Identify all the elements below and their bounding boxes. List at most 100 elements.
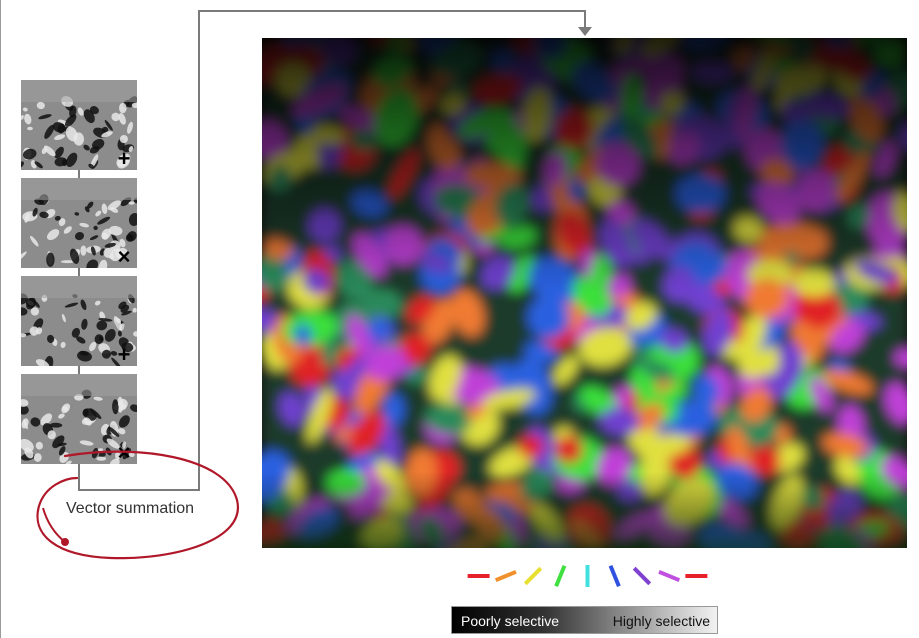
thumbnail-texture-blob xyxy=(111,112,120,122)
thumbnail-texture-blob xyxy=(98,317,113,322)
connector-line xyxy=(78,170,80,178)
thumbnail-texture-blob xyxy=(22,107,28,112)
thumbnail-texture-blob xyxy=(25,298,36,308)
thumbnail-texture-blob xyxy=(21,438,34,452)
thumbnail-texture-blob xyxy=(76,336,86,344)
thumbnail-texture-blob xyxy=(34,161,43,169)
thumbnail-texture-blob xyxy=(61,403,71,414)
thumbnail-texture-blob xyxy=(80,245,87,256)
thumbnail-texture-blob xyxy=(97,216,111,225)
thumbnail-texture-blob xyxy=(30,307,40,316)
thumbnail-texture-blob xyxy=(30,235,39,247)
thumbnail-texture-blob xyxy=(21,404,29,415)
response-map-thumbnail-1: + xyxy=(21,80,137,170)
thumbnail-texture-blob xyxy=(58,413,65,419)
thumbnail-texture-blob xyxy=(128,146,134,152)
thumbnail-texture-blob xyxy=(128,451,135,458)
thumbnail-texture-blob xyxy=(46,334,55,343)
thumbnail-texture-blob xyxy=(86,259,99,268)
thumbnail-texture-blob xyxy=(116,318,121,324)
selectivity-scale-bar: Poorly selective Highly selective xyxy=(451,606,718,634)
thumbnail-texture-blob xyxy=(39,211,49,219)
thumbnail-texture-blob xyxy=(40,413,53,426)
thumbnail-texture-blob xyxy=(128,201,135,205)
connector-line xyxy=(198,10,586,12)
thumbnail-texture-blob xyxy=(21,333,27,338)
thumbnail-texture-blob xyxy=(63,226,72,234)
thumbnail-texture-blob xyxy=(36,101,45,110)
thumbnail-texture-blob xyxy=(90,154,99,168)
thumbnail-texture-blob xyxy=(101,203,108,215)
orientation-color-legend xyxy=(467,565,708,587)
thumbnail-texture-blob xyxy=(54,215,61,221)
thumbnail-texture-blob xyxy=(58,218,66,227)
thumbnail-texture-blob xyxy=(119,323,125,331)
orientation-legend-tick xyxy=(658,569,681,583)
thumbnail-texture-blob xyxy=(34,198,44,205)
thumbnail-texture-blob xyxy=(30,417,41,427)
thumbnail-texture-blob xyxy=(125,233,134,242)
thumbnail-texture-blob xyxy=(109,458,120,464)
thumbnail-texture-blob xyxy=(108,225,123,236)
thumbnail-texture-blob xyxy=(117,330,122,337)
thumbnail-texture-blob xyxy=(64,302,79,308)
thumbnail-texture-blob xyxy=(110,207,119,213)
thumbnail-texture-blob xyxy=(112,399,119,415)
thumbnail-texture-blob xyxy=(118,301,127,310)
response-map-thumbnail-3: + xyxy=(21,276,137,366)
thumbnail-texture-blob xyxy=(104,120,113,131)
connector-line xyxy=(78,464,80,490)
thumbnail-texture-blob xyxy=(122,441,127,449)
thumbnail-texture-blob xyxy=(108,426,120,437)
scale-low-label: Poorly selective xyxy=(461,613,560,629)
thumbnail-texture-blob xyxy=(38,114,52,120)
thumbnail-texture-blob xyxy=(57,123,65,134)
thumbnail-texture-blob xyxy=(127,121,133,134)
thumbnail-texture-blob xyxy=(94,300,101,306)
thumbnail-texture-blob xyxy=(21,161,24,168)
thumbnail-texture-blob xyxy=(128,213,137,226)
thumbnail-texture-blob xyxy=(35,359,50,366)
thumbnail-texture-blob xyxy=(111,357,122,366)
thumbnail-texture-blob xyxy=(108,254,115,260)
thumbnail-texture-blob xyxy=(115,451,121,461)
response-map-thumbnail-4: × xyxy=(21,374,137,464)
arrow-down-icon xyxy=(578,27,592,36)
thumbnail-texture-blob xyxy=(118,415,130,428)
thumbnail-texture-blob xyxy=(21,251,27,262)
thumbnail-texture-blob xyxy=(41,147,48,155)
thumbnail-texture-blob xyxy=(47,430,56,440)
response-map-thumbnail-2: × xyxy=(21,178,137,268)
thumbnail-texture-blob xyxy=(119,102,127,114)
orientation-legend-tick xyxy=(608,565,621,587)
orientation-map-canvas xyxy=(262,38,907,548)
thumbnail-texture-blob xyxy=(58,446,66,456)
thumbnail-texture-blob xyxy=(83,144,90,151)
thumbnail-texture-blob xyxy=(24,113,32,125)
thumbnail-texture-blob xyxy=(133,331,137,337)
thumbnail-texture-blob xyxy=(118,113,126,125)
thumbnail-texture-blob xyxy=(130,404,137,413)
thumbnail-texture-blob xyxy=(46,229,60,241)
thumbnail-texture-blob xyxy=(77,350,92,362)
thumbnail-texture-blob xyxy=(119,238,126,248)
thumbnail-texture-blob xyxy=(89,341,97,352)
thumbnail-texture-blob xyxy=(35,441,43,450)
stimulus-orientation-icon: + xyxy=(117,146,131,170)
connector-line xyxy=(78,268,80,276)
thumbnail-texture-blob xyxy=(101,126,109,133)
thumbnail-texture-blob xyxy=(88,163,95,169)
thumbnail-texture-blob xyxy=(83,109,95,124)
thumbnail-texture-blob xyxy=(77,107,84,116)
thumbnail-texture-blob xyxy=(87,201,94,209)
thumbnail-texture-blob xyxy=(71,327,81,338)
thumbnail-texture-blob xyxy=(29,326,39,336)
thumbnail-texture-blob xyxy=(121,310,132,316)
thumbnail-texture-blob xyxy=(117,398,128,409)
thumbnail-texture-blob xyxy=(21,307,28,316)
thumbnail-texture-blob xyxy=(93,396,103,401)
thumbnail-texture-blob xyxy=(65,126,78,142)
thumbnail-texture-blob xyxy=(22,148,37,160)
thumbnail-texture-blob xyxy=(131,102,137,109)
orientation-legend-tick xyxy=(554,565,567,587)
